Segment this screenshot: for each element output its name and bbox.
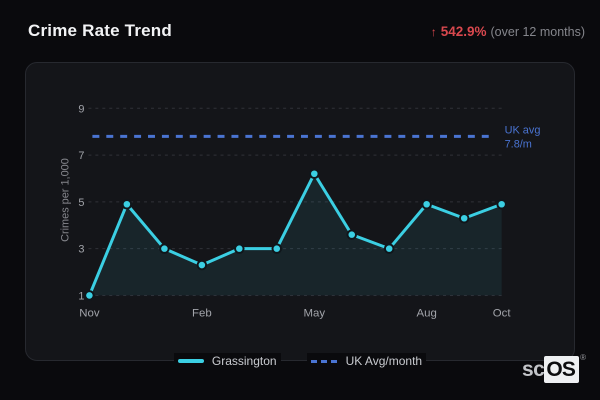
data-point-jun[interactable] bbox=[346, 229, 358, 240]
data-point-feb[interactable] bbox=[196, 259, 208, 271]
dashed-line-swatch-icon bbox=[310, 359, 338, 363]
series-line-grassington bbox=[87, 172, 504, 297]
logo-text-sc: sc bbox=[521, 358, 545, 381]
x-tick-label-may: May bbox=[304, 307, 326, 319]
data-point-mar[interactable] bbox=[234, 243, 245, 254]
data-point-jul[interactable] bbox=[383, 243, 395, 254]
legend-label-grassington: Grassington bbox=[211, 354, 277, 368]
logo-text-os: OS bbox=[544, 356, 580, 383]
registered-mark-icon: ® bbox=[580, 353, 586, 362]
data-point-jan[interactable] bbox=[159, 243, 170, 254]
trend-chart: 1 3 5 7 9 Nov Feb May Aug Oct Crimes per 1,000 UK a… bbox=[60, 103, 541, 319]
x-tick-label-nov: Nov bbox=[79, 307, 100, 319]
data-point-may[interactable] bbox=[309, 168, 320, 180]
legend-item-uk-avg[interactable]: UK Avg/month bbox=[306, 353, 427, 369]
x-tick-label-feb: Feb bbox=[192, 307, 212, 319]
y-axis-title: Crimes per 1,000 bbox=[60, 158, 72, 242]
solid-line-swatch-icon bbox=[177, 359, 204, 363]
trend-period: (over 12 months) bbox=[490, 24, 585, 39]
x-tick-label-aug: Aug bbox=[416, 307, 436, 319]
trend-up-arrow-icon: ↑ bbox=[430, 24, 437, 39]
header: Crime Rate Trend ↑ 542.9% (over 12 month… bbox=[28, 0, 585, 62]
trend-value: 542.9% bbox=[440, 23, 487, 39]
legend-item-grassington[interactable]: Grassington bbox=[173, 353, 281, 369]
data-point-dec[interactable] bbox=[121, 198, 133, 210]
data-point-sep[interactable] bbox=[458, 212, 470, 224]
chart-panel: 1 3 5 7 9 Nov Feb May Aug Oct Crimes per 1,000 UK a… bbox=[25, 62, 575, 361]
uk-avg-label-line2: 7.8/m bbox=[505, 138, 532, 150]
data-point-nov[interactable] bbox=[84, 290, 95, 301]
y-tick-label-9: 9 bbox=[78, 103, 84, 115]
x-tick-label-oct: Oct bbox=[493, 307, 512, 319]
page-title: Crime Rate Trend bbox=[28, 21, 172, 40]
y-tick-label-1: 1 bbox=[78, 290, 84, 302]
series-area-fill bbox=[89, 173, 502, 296]
y-tick-label-7: 7 bbox=[78, 150, 84, 162]
y-tick-label-5: 5 bbox=[78, 197, 84, 209]
data-point-aug[interactable] bbox=[421, 198, 432, 210]
trend-indicator: ↑ 542.9% (over 12 months) bbox=[431, 24, 585, 39]
chart-legend: Grassington UK Avg/month bbox=[25, 352, 575, 370]
legend-label-uk-avg: UK Avg/month bbox=[345, 354, 423, 368]
scos-logo: sc OS ® bbox=[521, 353, 586, 383]
data-point-apr[interactable] bbox=[271, 243, 283, 254]
uk-avg-label-line1: UK avg bbox=[505, 124, 541, 136]
y-tick-label-3: 3 bbox=[78, 244, 84, 256]
data-point-oct[interactable] bbox=[496, 198, 507, 210]
